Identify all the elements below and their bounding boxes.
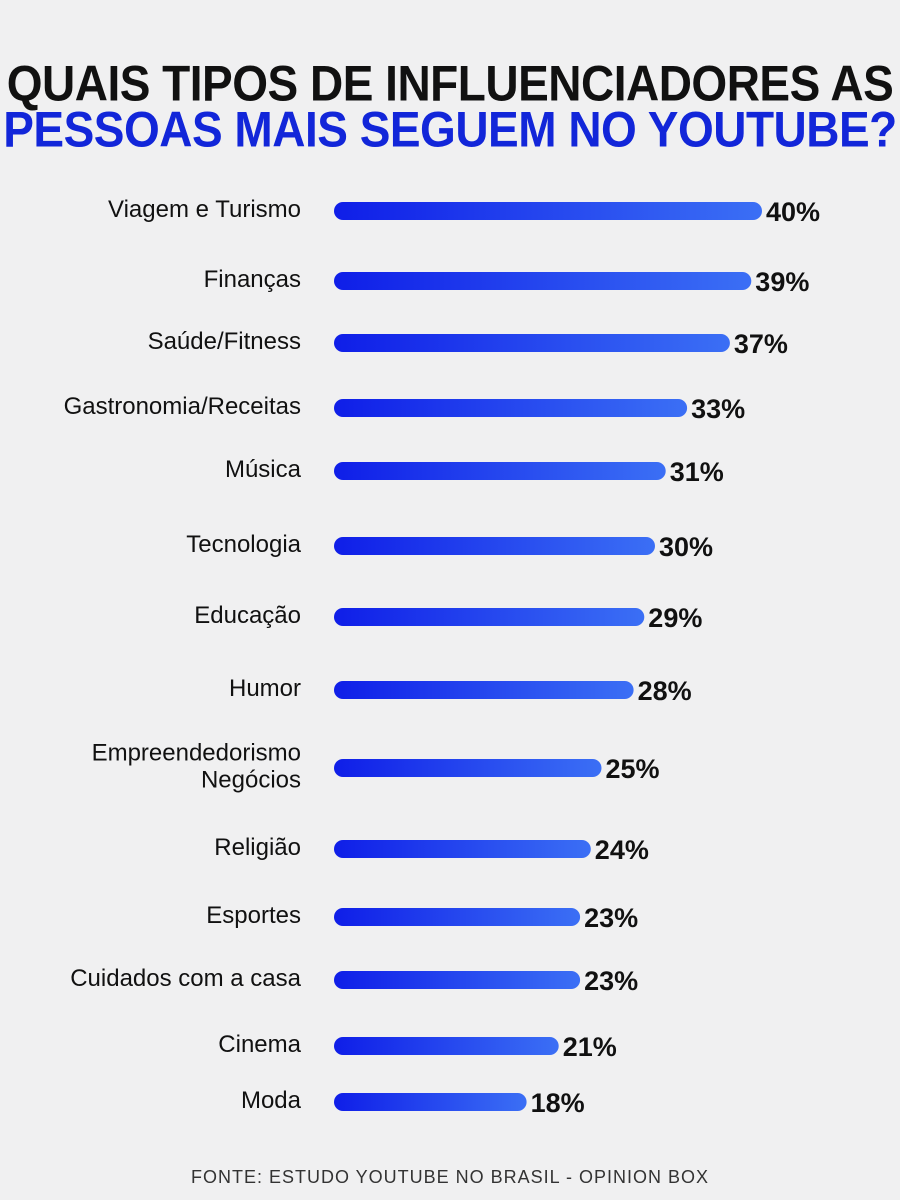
bar — [334, 399, 688, 417]
bar — [334, 334, 730, 352]
bar — [334, 537, 655, 555]
value-label: 29% — [648, 603, 702, 633]
value-label: 31% — [670, 457, 724, 487]
value-label: 24% — [595, 835, 649, 865]
category-label: Tecnologia — [186, 531, 301, 558]
category-label: Educação — [194, 602, 301, 629]
category-label: Finanças — [204, 266, 301, 293]
category-label: Negócios — [201, 767, 301, 794]
bars-group: 40% Viagem e Turismo 39% Finanças 37% Saúde/F… — [64, 196, 820, 1118]
value-label: 21% — [563, 1032, 617, 1062]
bar — [334, 908, 581, 926]
category-label: Viagem e Turismo — [108, 196, 301, 223]
value-label: 28% — [638, 676, 692, 706]
category-label: Música — [225, 456, 302, 483]
value-label: 39% — [755, 267, 809, 297]
category-label: Religião — [214, 834, 301, 861]
bar — [334, 608, 645, 626]
category-label: Cuidados com a casa — [70, 965, 301, 992]
chart-title-line-2: PESSOAS MAIS SEGUEM NO YOUTUBE? — [3, 100, 897, 158]
source-note: FONTE: ESTUDO YOUTUBE NO BRASIL - OPINIO… — [190, 1167, 710, 1187]
value-label: 23% — [584, 966, 638, 996]
value-label: 18% — [531, 1088, 585, 1118]
category-label: Esportes — [206, 902, 301, 929]
bar — [334, 971, 581, 989]
bar — [334, 202, 762, 220]
category-label: Humor — [229, 675, 301, 702]
value-label: 25% — [606, 754, 660, 784]
bar — [334, 1037, 559, 1055]
value-label: 30% — [659, 532, 713, 562]
value-label: 37% — [734, 329, 788, 359]
bar — [334, 1093, 527, 1111]
value-label: 40% — [766, 197, 820, 227]
bar — [334, 840, 591, 858]
category-label: Gastronomia/Receitas — [64, 393, 301, 420]
category-label: Cinema — [218, 1031, 301, 1058]
value-label: 23% — [584, 903, 638, 933]
bar — [334, 681, 634, 699]
category-label: Saúde/Fitness — [148, 328, 301, 355]
bar — [334, 759, 602, 777]
chart-title-line-1: QUAIS TIPOS DE INFLUENCIADORES AS — [6, 54, 894, 112]
value-label: 33% — [691, 394, 745, 424]
bar — [334, 272, 752, 290]
bar — [334, 462, 666, 480]
category-label: Empreendedorismo — [92, 740, 301, 767]
category-label: Moda — [241, 1087, 302, 1114]
